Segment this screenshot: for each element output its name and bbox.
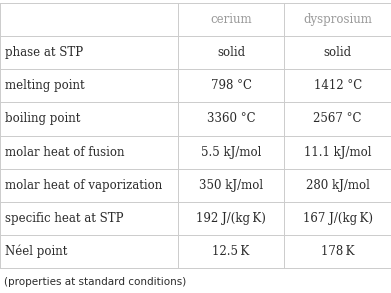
Text: 167 J/(kg K): 167 J/(kg K) (303, 212, 373, 225)
Text: 350 kJ/mol: 350 kJ/mol (199, 179, 263, 192)
Text: 3360 °C: 3360 °C (207, 113, 255, 125)
Text: solid: solid (217, 46, 245, 59)
Text: specific heat at STP: specific heat at STP (5, 212, 124, 225)
Text: 5.5 kJ/mol: 5.5 kJ/mol (201, 146, 261, 159)
Text: Néel point: Néel point (5, 245, 68, 258)
Text: 798 °C: 798 °C (211, 79, 251, 92)
Text: (properties at standard conditions): (properties at standard conditions) (4, 277, 186, 287)
Text: melting point: melting point (5, 79, 85, 92)
Text: 192 J/(kg K): 192 J/(kg K) (196, 212, 266, 225)
Text: 11.1 kJ/mol: 11.1 kJ/mol (304, 146, 371, 159)
Text: 280 kJ/mol: 280 kJ/mol (306, 179, 369, 192)
Text: 1412 °C: 1412 °C (314, 79, 362, 92)
Text: dysprosium: dysprosium (303, 13, 372, 26)
Text: boiling point: boiling point (5, 113, 81, 125)
Text: molar heat of fusion: molar heat of fusion (5, 146, 125, 159)
Text: phase at STP: phase at STP (5, 46, 83, 59)
Text: 2567 °C: 2567 °C (313, 113, 362, 125)
Text: 12.5 K: 12.5 K (212, 245, 250, 258)
Text: cerium: cerium (210, 13, 252, 26)
Text: molar heat of vaporization: molar heat of vaporization (5, 179, 162, 192)
Text: solid: solid (324, 46, 352, 59)
Text: 178 K: 178 K (321, 245, 354, 258)
